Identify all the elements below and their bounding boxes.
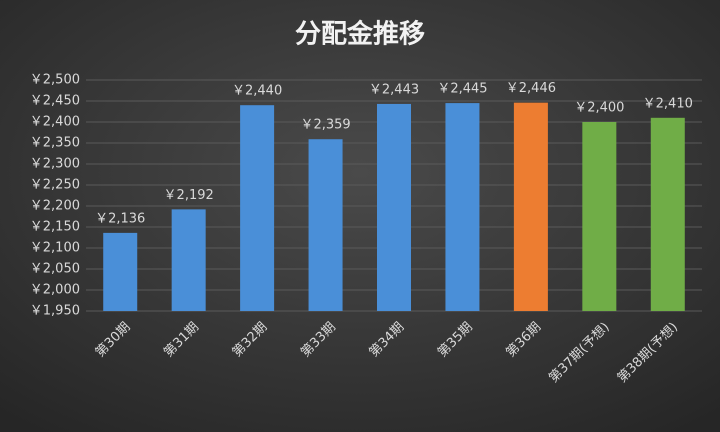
y-tick-label: ￥2,300 xyxy=(30,157,80,172)
bar xyxy=(103,232,138,311)
y-tick-label: ￥2,050 xyxy=(30,262,80,277)
y-tick-label: ￥2,250 xyxy=(30,178,80,193)
y-tick-label: ￥2,200 xyxy=(30,199,80,214)
y-tick-label: ￥2,350 xyxy=(30,136,80,151)
value-label: ￥2,410 xyxy=(643,96,693,111)
value-label: ￥2,445 xyxy=(437,82,487,97)
y-tick-label: ￥2,150 xyxy=(30,220,80,235)
y-tick-label: ￥1,950 xyxy=(30,304,80,319)
bar xyxy=(377,103,411,311)
bar xyxy=(650,117,685,311)
value-label: ￥2,192 xyxy=(164,188,214,203)
bar xyxy=(582,122,617,311)
value-label: ￥2,136 xyxy=(95,211,145,226)
value-label: ￥2,446 xyxy=(506,81,556,96)
bar xyxy=(513,102,548,312)
bar xyxy=(240,105,275,311)
y-tick-label: ￥2,000 xyxy=(30,283,80,298)
bar xyxy=(308,139,343,311)
value-label: ￥2,400 xyxy=(574,101,624,116)
value-label: ￥2,359 xyxy=(300,118,350,133)
y-tick-label: ￥2,450 xyxy=(30,94,80,109)
bar xyxy=(445,103,480,311)
chart-title: 分配金推移 xyxy=(295,19,425,50)
y-tick-label: ￥2,400 xyxy=(30,115,80,130)
value-label: ￥2,440 xyxy=(232,84,282,99)
y-tick-label: ￥2,500 xyxy=(30,73,80,88)
value-label: ￥2,443 xyxy=(369,82,419,97)
bar xyxy=(171,209,206,311)
y-tick-label: ￥2,100 xyxy=(30,241,80,256)
